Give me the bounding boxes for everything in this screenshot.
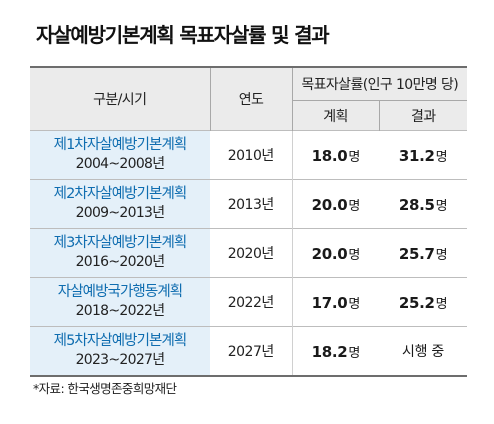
unit-label: 명 xyxy=(348,149,360,165)
plan-name: 제2차자살예방기본계획 xyxy=(53,186,188,202)
plan-period: 2004~2008년 xyxy=(75,156,166,172)
plan-name: 제3차자살예방기본계획 xyxy=(53,235,188,251)
result-status-cell: 시행 중 xyxy=(379,326,467,377)
plan-rate-cell: 17.0명 xyxy=(291,277,379,327)
plan-rate-cell: 20.0명 xyxy=(291,228,379,278)
unit-label: 명 xyxy=(435,198,448,214)
plan-name: 제1차자살예방기본계획 xyxy=(53,137,188,153)
plan-rate-value: 18.0 xyxy=(311,146,348,165)
page-title: 자살예방기본계획 목표자살률 및 결과 xyxy=(36,23,330,47)
result-rate-value: 28.5 xyxy=(398,195,435,214)
plan-category-cell: 제1차자살예방기본계획 2004~2008년 xyxy=(30,130,210,180)
year-cell: 2010년 xyxy=(210,130,292,180)
unit-label: 명 xyxy=(348,247,360,263)
plan-category-cell: 제3차자살예방기본계획 2016~2020년 xyxy=(30,228,210,278)
unit-label: 명 xyxy=(435,149,448,165)
result-rate-cell: 31.2명 xyxy=(379,130,467,180)
header-year: 연도 xyxy=(209,66,292,131)
plan-category-cell: 제2차자살예방기본계획 2009~2013년 xyxy=(30,179,210,229)
year-cell: 2020년 xyxy=(210,228,292,278)
result-rate-cell: 28.5명 xyxy=(379,179,467,229)
result-rate-cell: 25.7명 xyxy=(379,228,467,278)
plan-period: 2018~2022년 xyxy=(75,303,166,319)
year-cell: 2027년 xyxy=(210,326,292,377)
header-target-rate: 목표자살률(인구 10만명 당) xyxy=(291,66,467,101)
unit-label: 명 xyxy=(435,247,448,263)
plan-rate-cell: 18.2명 xyxy=(291,326,379,377)
plan-rate-cell: 20.0명 xyxy=(291,179,379,229)
table-row: 제1차자살예방기본계획 2004~2008년 2010년 18.0명 31.2명 xyxy=(30,130,467,180)
plan-rate-cell: 18.0명 xyxy=(291,130,379,180)
target-suicide-rate-table: 구분/시기 연도 목표자살률(인구 10만명 당) 계획 결과 제1차자살예방기… xyxy=(30,66,467,377)
result-rate-value: 31.2 xyxy=(398,146,435,165)
table-row: 제2차자살예방기본계획 2009~2013년 2013년 20.0명 28.5명 xyxy=(30,179,467,229)
plan-period: 2023~2027년 xyxy=(75,352,166,368)
unit-label: 명 xyxy=(348,296,360,312)
unit-label: 명 xyxy=(348,198,360,214)
plan-name: 제5차자살예방기본계획 xyxy=(53,333,188,349)
plan-period: 2009~2013년 xyxy=(75,205,166,221)
year-cell: 2022년 xyxy=(210,277,292,327)
plan-period: 2016~2020년 xyxy=(75,254,166,270)
plan-category-cell: 자살예방국가행동계획 2018~2022년 xyxy=(30,277,210,327)
header-plan: 계획 xyxy=(291,100,379,131)
header-result: 결과 xyxy=(378,100,467,131)
year-cell: 2013년 xyxy=(210,179,292,229)
unit-label: 명 xyxy=(348,345,360,361)
table-row: 제3차자살예방기본계획 2016~2020년 2020년 20.0명 25.7명 xyxy=(30,228,467,278)
header-category: 구분/시기 xyxy=(30,66,210,131)
plan-category-cell: 제5차자살예방기본계획 2023~2027년 xyxy=(30,326,210,377)
result-rate-value: 25.7 xyxy=(398,244,435,263)
table-row: 제5차자살예방기본계획 2023~2027년 2027년 18.2명 시행 중 xyxy=(30,326,467,377)
plan-rate-value: 20.0 xyxy=(311,244,348,263)
plan-rate-value: 18.2 xyxy=(311,342,348,361)
plan-name: 자살예방국가행동계획 xyxy=(57,284,183,300)
unit-label: 명 xyxy=(435,296,448,312)
result-rate-value: 25.2 xyxy=(398,293,435,312)
table-row: 자살예방국가행동계획 2018~2022년 2022년 17.0명 25.2명 xyxy=(30,277,467,327)
result-rate-cell: 25.2명 xyxy=(379,277,467,327)
plan-rate-value: 17.0 xyxy=(311,293,348,312)
plan-rate-value: 20.0 xyxy=(311,195,348,214)
source-note: *자료: 한국생명존중희망재단 xyxy=(33,381,177,396)
